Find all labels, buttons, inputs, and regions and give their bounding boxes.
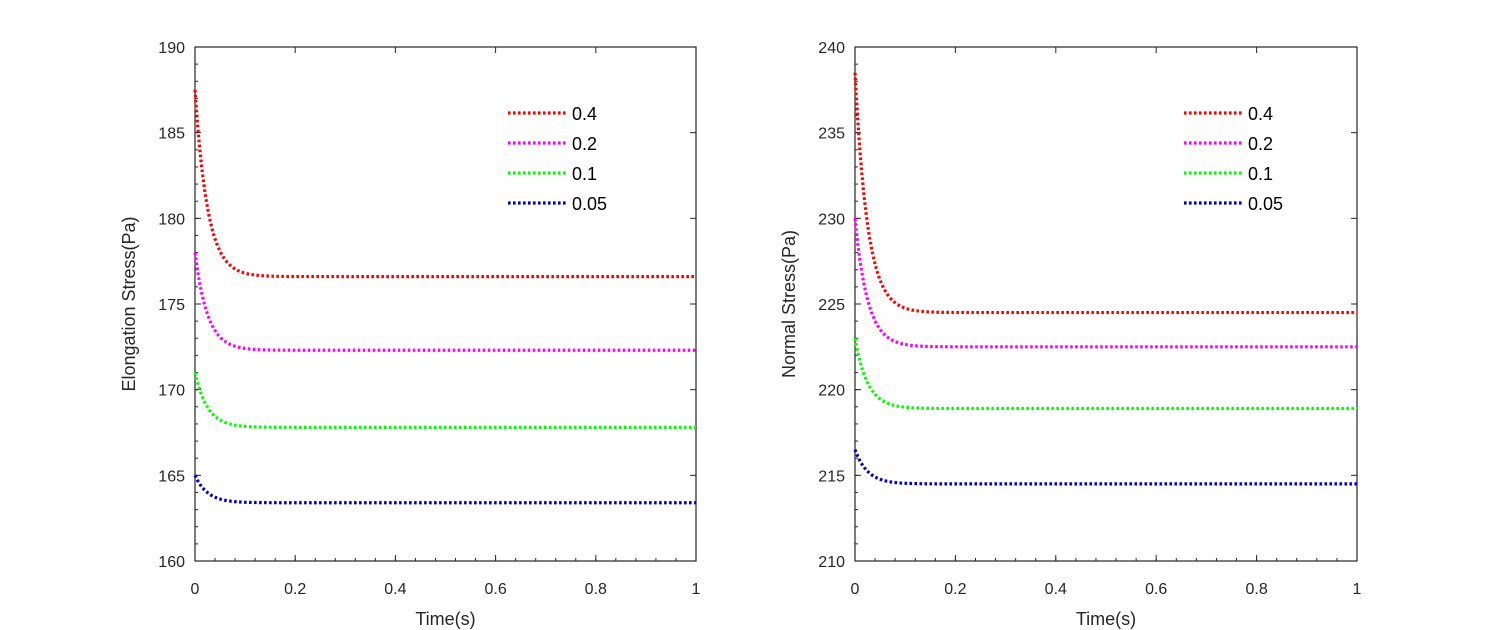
legend-label: 0.1 [1248, 164, 1273, 184]
x-tick-label: 0.6 [484, 581, 506, 598]
legend-label: 0.05 [572, 194, 607, 214]
x-tick-label: 1 [1353, 581, 1362, 598]
series-line-0-4 [193, 89, 696, 279]
y-axis-title: Normal Stress(Pa) [779, 230, 799, 378]
x-tick-label: 0 [851, 581, 860, 598]
legend-label: 0.4 [572, 104, 597, 124]
normal-stress-plot: 210 215 220 225 230 235 240 0 0.2 0.4 0.6 0.8 1 Time(… [779, 40, 1362, 629]
series-line-0-1 [853, 337, 1357, 411]
y-tick-label: 160 [158, 554, 185, 571]
y-tick-label: 180 [158, 211, 185, 228]
y-tick-label: 175 [158, 297, 185, 314]
series-line-0-2 [193, 252, 696, 352]
y-tick-label: 185 [158, 126, 185, 143]
x-tick-label: 0.8 [1245, 581, 1267, 598]
y-tick-label: 170 [158, 383, 185, 400]
series-line-0-4 [853, 72, 1357, 315]
x-tick-label: 0 [191, 581, 200, 598]
legend-label: 0.2 [1248, 134, 1273, 154]
y-tick-label: 235 [818, 126, 845, 143]
series-line-0-05 [853, 449, 1357, 486]
y-tick-label: 225 [818, 297, 845, 314]
series-line-0-2 [853, 218, 1357, 349]
y-tick-label: 230 [818, 211, 845, 228]
x-tick-label: 0.2 [284, 581, 306, 598]
x-axis-title: Time(s) [1076, 609, 1136, 629]
x-tick-label: 0.8 [585, 581, 607, 598]
y-tick-label: 190 [158, 40, 185, 57]
y-tick-label: 240 [818, 40, 845, 57]
legend-label: 0.05 [1248, 194, 1283, 214]
y-tick-label: 165 [158, 468, 185, 485]
y-tick-label: 215 [818, 468, 845, 485]
series-line-0-05 [193, 474, 696, 505]
legend-label: 0.1 [572, 164, 597, 184]
x-tick-label: 0.4 [1045, 581, 1067, 598]
x-tick-label: 0.4 [384, 581, 406, 598]
legend-label: 0.2 [572, 134, 597, 154]
y-axis-title: Elongation Stress(Pa) [119, 216, 139, 391]
series-line-0-1 [193, 372, 696, 429]
x-tick-label: 1 [692, 581, 701, 598]
elongation-stress-plot: 160 165 170 175 180 185 190 0 0.2 0.4 0.6 0.8 1 Time(… [119, 40, 701, 629]
legend-label: 0.4 [1248, 104, 1273, 124]
y-tick-label: 220 [818, 383, 845, 400]
y-tick-label: 210 [818, 554, 845, 571]
x-tick-label: 0.6 [1145, 581, 1167, 598]
x-axis-title: Time(s) [415, 609, 475, 629]
x-tick-label: 0.2 [944, 581, 966, 598]
